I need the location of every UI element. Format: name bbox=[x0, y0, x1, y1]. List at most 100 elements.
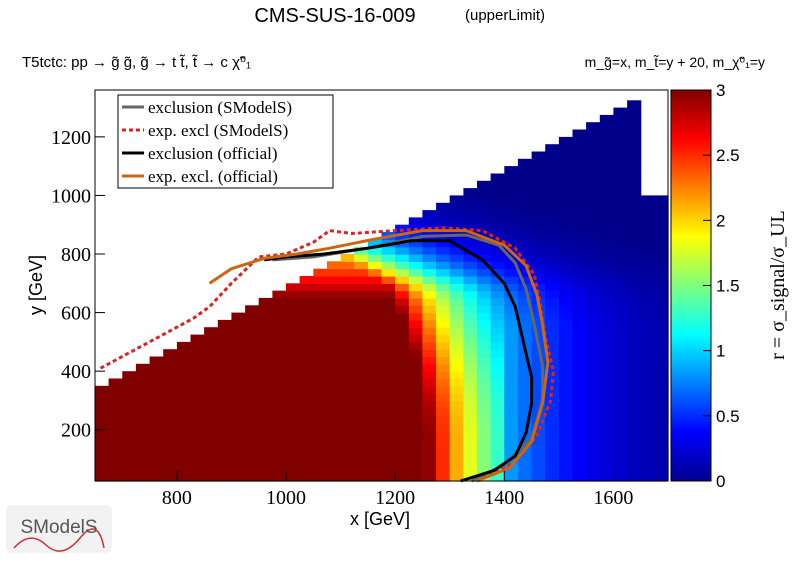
heatmap-cell bbox=[258, 356, 273, 365]
heatmap-cell bbox=[517, 188, 533, 196]
heatmap-cell bbox=[490, 437, 505, 445]
heatmap-cell bbox=[640, 466, 655, 475]
heatmap-cell bbox=[545, 268, 560, 277]
heatmap-cell bbox=[340, 407, 355, 416]
heatmap-cell bbox=[135, 363, 151, 372]
heatmap-cell bbox=[395, 400, 410, 409]
heatmap-cell bbox=[586, 276, 601, 284]
heatmap-cell bbox=[531, 327, 546, 336]
heatmap-cell bbox=[395, 319, 410, 328]
heatmap-cell bbox=[477, 180, 492, 189]
heatmap-cell bbox=[627, 466, 642, 475]
heatmap-cell bbox=[640, 283, 655, 292]
heatmap-cell bbox=[627, 334, 642, 343]
heatmap-cell bbox=[654, 341, 669, 350]
heatmap-cell bbox=[217, 429, 232, 438]
heatmap-cell bbox=[613, 202, 628, 211]
heatmap-cell bbox=[286, 356, 301, 365]
heatmap-cell bbox=[436, 466, 451, 475]
heatmap-cell bbox=[354, 415, 369, 423]
heatmap-cell bbox=[531, 283, 546, 292]
heatmap-cell bbox=[586, 188, 601, 196]
heatmap-cell bbox=[640, 334, 655, 343]
heatmap-cell bbox=[640, 297, 655, 306]
heatmap-cell bbox=[299, 451, 314, 460]
heatmap-cell bbox=[299, 400, 314, 409]
heatmap-cell bbox=[436, 437, 451, 445]
heatmap-cell bbox=[586, 451, 601, 460]
heatmap-cell bbox=[477, 319, 492, 328]
heatmap-cell bbox=[245, 415, 260, 423]
heatmap-cell bbox=[354, 254, 369, 262]
heatmap-cell bbox=[654, 378, 669, 387]
heatmap-cell bbox=[627, 444, 642, 453]
heatmap-cell bbox=[367, 466, 383, 475]
heatmap-cell bbox=[517, 400, 533, 409]
heatmap-cell bbox=[504, 327, 519, 336]
heatmap-cell bbox=[654, 268, 669, 277]
heatmap-cell bbox=[572, 195, 587, 204]
heatmap-cell bbox=[558, 415, 574, 423]
heatmap-cell bbox=[422, 217, 437, 226]
heatmap-cell bbox=[149, 356, 164, 365]
heatmap-cell bbox=[572, 349, 587, 358]
heatmap-cell bbox=[586, 261, 601, 270]
heatmap-cell bbox=[122, 393, 137, 401]
heatmap-cell bbox=[217, 422, 232, 431]
heatmap-cell bbox=[108, 466, 123, 475]
heatmap-cell bbox=[436, 283, 451, 292]
heatmap-cell bbox=[395, 349, 410, 358]
heatmap-cell bbox=[531, 422, 546, 431]
heatmap-cell bbox=[299, 393, 314, 401]
heatmap-cell bbox=[286, 341, 301, 350]
heatmap-cell bbox=[449, 363, 464, 372]
heatmap-cell bbox=[531, 202, 546, 211]
heatmap-cell bbox=[490, 385, 505, 394]
heatmap-cell bbox=[613, 151, 628, 160]
heatmap-cell bbox=[217, 371, 232, 380]
heatmap-cell bbox=[517, 327, 533, 336]
heatmap-cell bbox=[477, 239, 492, 248]
heatmap-cell bbox=[504, 466, 519, 475]
heatmap-cell bbox=[558, 444, 574, 453]
heatmap-cell bbox=[354, 437, 369, 445]
heatmap-cell bbox=[558, 151, 574, 160]
heatmap-cell bbox=[340, 393, 355, 401]
heatmap-cell bbox=[531, 363, 546, 372]
heatmap-cell bbox=[231, 451, 246, 460]
heatmap-cell bbox=[449, 195, 464, 204]
heatmap-cell bbox=[422, 407, 437, 416]
heatmap-cell bbox=[599, 129, 614, 138]
heatmap-cell bbox=[640, 312, 655, 321]
heatmap-cell bbox=[340, 356, 355, 365]
heatmap-cell bbox=[367, 297, 383, 306]
heatmap-cell bbox=[95, 415, 110, 423]
heatmap-cell bbox=[245, 349, 260, 358]
heatmap-cell bbox=[163, 451, 178, 460]
heatmap-cell bbox=[381, 444, 396, 453]
heatmap-cell bbox=[326, 371, 342, 380]
heatmap-cell bbox=[326, 415, 342, 423]
heatmap-cell bbox=[599, 356, 614, 365]
heatmap-cell bbox=[286, 466, 301, 475]
heatmap-cell bbox=[586, 415, 601, 423]
heatmap-cell bbox=[477, 371, 492, 380]
heatmap-cell bbox=[422, 385, 437, 394]
heatmap-cell bbox=[504, 341, 519, 350]
heatmap-cell bbox=[408, 319, 423, 328]
heatmap-cell bbox=[586, 393, 601, 401]
heatmap-cell bbox=[176, 349, 192, 358]
heatmap-cell bbox=[477, 312, 492, 321]
heatmap-cell bbox=[190, 466, 205, 475]
heatmap-cell bbox=[204, 415, 219, 423]
heatmap-cell bbox=[245, 363, 260, 372]
heatmap-cell bbox=[395, 437, 410, 445]
heatmap-cell bbox=[436, 371, 451, 380]
heatmap-cell bbox=[627, 136, 642, 145]
heatmap-cell bbox=[340, 268, 355, 277]
heatmap-cell bbox=[163, 437, 178, 445]
heatmap-cell bbox=[122, 459, 137, 467]
heatmap-cell bbox=[627, 232, 642, 240]
heatmap-cell bbox=[258, 473, 273, 482]
heatmap-cell bbox=[313, 349, 328, 358]
